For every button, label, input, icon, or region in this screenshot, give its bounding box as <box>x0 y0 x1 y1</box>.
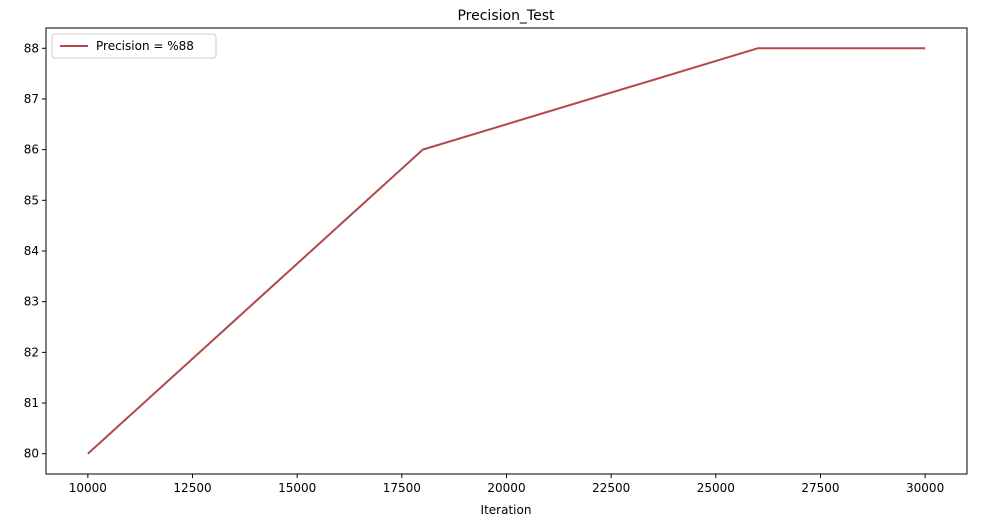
series-line <box>87 47 926 455</box>
x-axis-label: Iteration <box>481 503 532 517</box>
y-tick-label: 84 <box>24 244 39 258</box>
y-tick-label: 83 <box>24 295 39 309</box>
legend-label: Precision = %88 <box>96 39 194 53</box>
y-tick-label: 88 <box>24 41 39 55</box>
y-tick-label: 80 <box>24 447 39 461</box>
y-tick-label: 85 <box>24 193 39 207</box>
series-layer <box>87 47 926 455</box>
y-tick-label: 81 <box>24 396 39 410</box>
plot-area-frame <box>45 27 968 475</box>
y-tick-label: 86 <box>24 143 39 157</box>
x-tick-label: 15000 <box>278 481 316 495</box>
x-tick-label: 27500 <box>801 481 839 495</box>
legend: Precision = %88 <box>51 33 217 59</box>
y-tick-label: 82 <box>24 345 39 359</box>
x-tick-label: 25000 <box>697 481 735 495</box>
x-tick-label: 30000 <box>906 481 944 495</box>
x-tick-label: 20000 <box>487 481 525 495</box>
legend-box <box>51 33 217 59</box>
x-axis: 10000 12500 15000 17500 20000 22500 25000 27500… <box>69 474 944 495</box>
y-axis: 80 81 82 83 84 85 86 87 88 <box>24 41 46 461</box>
x-tick-label: 22500 <box>592 481 630 495</box>
x-tick-label: 17500 <box>383 481 421 495</box>
y-tick-label: 87 <box>24 92 39 106</box>
chart-title: Precision_Test <box>457 8 555 24</box>
x-tick-label: 10000 <box>69 481 107 495</box>
x-tick-label: 12500 <box>173 481 211 495</box>
